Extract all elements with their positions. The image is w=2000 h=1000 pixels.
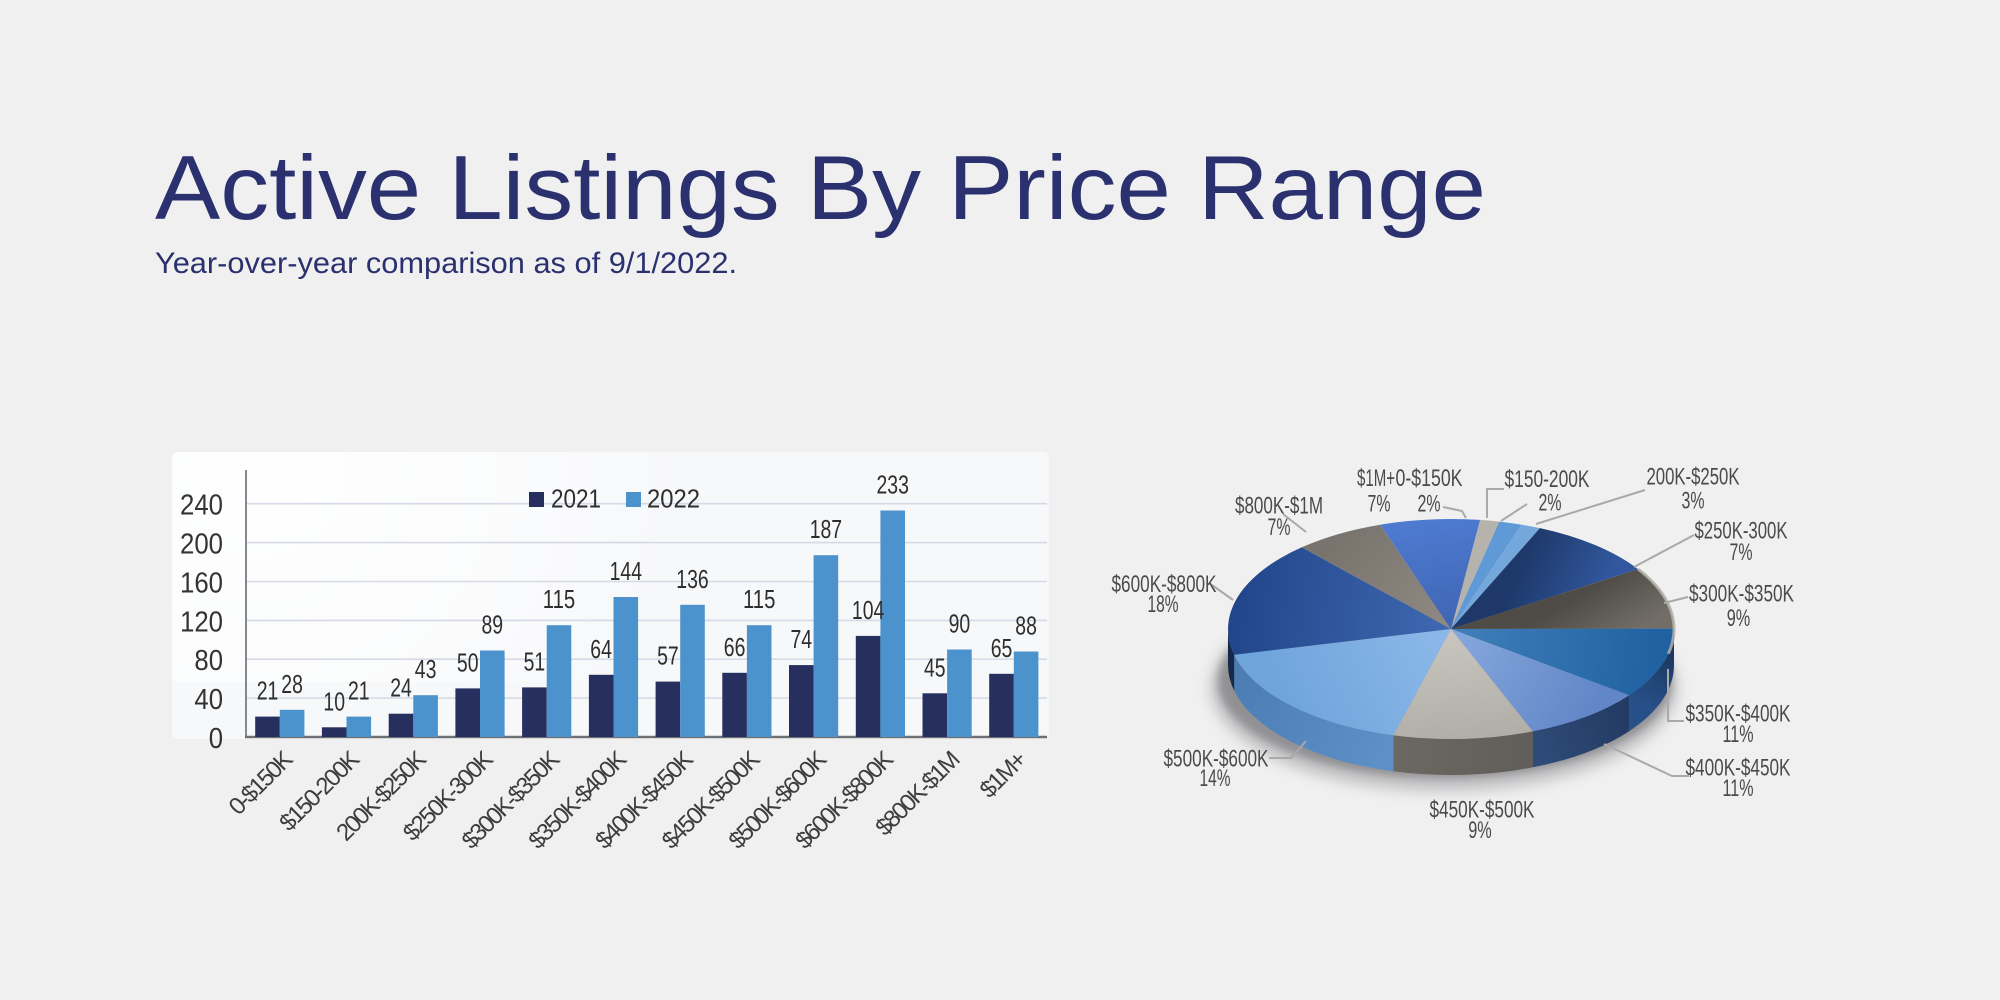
svg-text:160: 160 (180, 568, 223, 600)
svg-text:144: 144 (610, 556, 642, 586)
svg-text:120: 120 (180, 606, 223, 638)
svg-text:90: 90 (949, 609, 971, 639)
svg-text:57: 57 (657, 641, 679, 671)
svg-text:$1M+: $1M+ (1357, 465, 1395, 492)
svg-text:7%: 7% (1368, 491, 1391, 518)
svg-text:88: 88 (1015, 611, 1037, 641)
svg-text:40: 40 (194, 684, 223, 716)
svg-text:0: 0 (209, 723, 223, 755)
svg-text:233: 233 (877, 470, 909, 500)
svg-text:9%: 9% (1468, 817, 1492, 844)
svg-text:2%: 2% (1539, 490, 1562, 517)
svg-text:115: 115 (743, 584, 775, 614)
svg-text:$400K-$450K: $400K-$450K (1686, 755, 1791, 782)
svg-text:45: 45 (924, 652, 946, 682)
svg-text:80: 80 (194, 645, 223, 677)
svg-text:0-$150K: 0-$150K (1396, 465, 1463, 492)
svg-text:104: 104 (852, 595, 884, 625)
svg-text:240: 240 (180, 490, 223, 522)
svg-text:7%: 7% (1730, 539, 1753, 566)
svg-text:65: 65 (991, 633, 1013, 663)
svg-text:Active Listings By Price Range: Active Listings By Price Range (155, 138, 1486, 239)
svg-text:18%: 18% (1148, 591, 1179, 618)
svg-text:21: 21 (348, 676, 370, 706)
svg-text:11%: 11% (1723, 775, 1754, 802)
svg-text:136: 136 (676, 564, 708, 594)
svg-text:2022: 2022 (647, 484, 700, 514)
svg-text:9%: 9% (1727, 605, 1751, 632)
svg-text:89: 89 (482, 610, 504, 640)
svg-text:74: 74 (791, 624, 813, 654)
svg-text:$300K-$350K: $300K-$350K (1689, 581, 1794, 608)
svg-text:43: 43 (415, 654, 437, 684)
svg-text:$450K-$500K: $450K-$500K (1430, 797, 1535, 824)
svg-text:$250K-300K: $250K-300K (1695, 518, 1788, 545)
svg-text:3%: 3% (1682, 488, 1705, 515)
svg-text:10: 10 (323, 686, 345, 716)
svg-text:66: 66 (724, 632, 746, 662)
svg-text:50: 50 (457, 647, 479, 677)
svg-text:$500K-$600K: $500K-$600K (1164, 746, 1269, 773)
svg-text:$600K-$800K: $600K-$800K (1112, 571, 1217, 598)
svg-text:200: 200 (180, 529, 223, 561)
svg-text:51: 51 (524, 646, 546, 676)
svg-text:28: 28 (281, 669, 303, 699)
svg-text:$350K-$400K: $350K-$400K (1686, 701, 1791, 728)
svg-text:115: 115 (543, 584, 575, 614)
svg-text:Year-over-year comparison as o: Year-over-year comparison as of 9/1/2022… (155, 247, 737, 280)
svg-text:187: 187 (810, 514, 842, 544)
svg-text:200K-$250K: 200K-$250K (1647, 464, 1740, 491)
svg-text:$150-200K: $150-200K (1505, 466, 1590, 493)
svg-text:2%: 2% (1418, 491, 1441, 518)
svg-text:14%: 14% (1200, 765, 1231, 792)
svg-text:$800K-$1M: $800K-$1M (1235, 493, 1323, 520)
svg-text:21: 21 (257, 676, 279, 706)
svg-text:11%: 11% (1723, 721, 1754, 748)
svg-text:64: 64 (590, 634, 612, 664)
svg-text:24: 24 (390, 673, 412, 703)
svg-text:2021: 2021 (551, 484, 601, 514)
svg-text:7%: 7% (1268, 514, 1291, 541)
